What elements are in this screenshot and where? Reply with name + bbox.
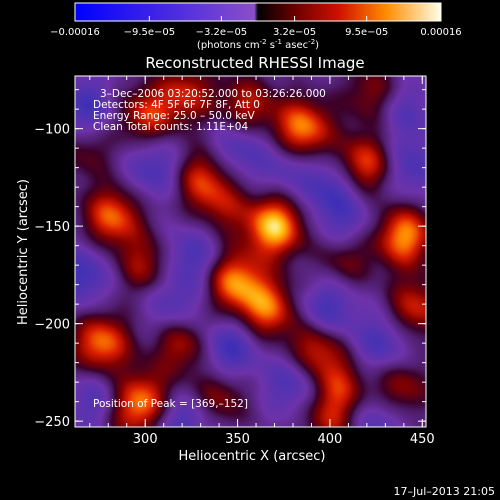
annotation-line: Clean Total counts: 1.11E+04 bbox=[93, 121, 248, 133]
colorbar-ticks bbox=[74, 16, 442, 21]
colorbar-tick-label: 3.2e−05 bbox=[273, 27, 316, 38]
y-tick-label: −200 bbox=[34, 318, 70, 333]
x-tick-label: 450 bbox=[410, 432, 435, 447]
x-axis-label: Heliocentric X (arcsec) bbox=[179, 449, 326, 464]
y-tick-label: −250 bbox=[34, 415, 70, 430]
colorbar-tick-label: −3.2e−05 bbox=[196, 27, 248, 38]
x-tick-label: 350 bbox=[225, 432, 250, 447]
annotation-block: 3–Dec–2006 03:20:52.000 to 03:26:26.000D… bbox=[93, 88, 326, 133]
annotation-line: Detectors: 4F 5F 6F 7F 8F, Att 0 bbox=[93, 99, 260, 111]
y-tick-label: −150 bbox=[34, 220, 70, 235]
x-tick-label: 300 bbox=[133, 432, 158, 447]
colorbar-tick-label: −0.00016 bbox=[50, 27, 100, 38]
colorbar-label: (photons cm-2 s-1 asec-2) bbox=[197, 38, 319, 51]
timestamp: 17–Jul–2013 21:05 bbox=[394, 485, 495, 498]
colorbar-tick-label: 9.5e−05 bbox=[345, 27, 388, 38]
y-axis-label: Heliocentric Y (arcsec) bbox=[16, 179, 31, 325]
y-axis-ticks: −100 −150 −200 −250 bbox=[34, 89, 426, 430]
heatmap-image bbox=[75, 76, 426, 427]
annotation-line: 3–Dec–2006 03:20:52.000 to 03:26:26.000 bbox=[100, 88, 326, 100]
x-tick-label: 400 bbox=[318, 432, 343, 447]
plot-frame bbox=[74, 75, 427, 428]
x-axis-ticks: 300 350 400 450 bbox=[89, 76, 435, 447]
colorbar-tick-label: −9.5e−05 bbox=[124, 27, 176, 38]
chart-title: Reconstructed RHESSI Image bbox=[145, 54, 364, 72]
y-tick-label: −100 bbox=[34, 123, 70, 138]
annotation-line: Energy Range: 25.0 – 50.0 keV bbox=[93, 110, 255, 122]
colorbar-tick-labels: −0.00016 −9.5e−05 −3.2e−05 3.2e−05 9.5e−05 0.… bbox=[50, 27, 462, 38]
colorbar-tick-label: 0.00016 bbox=[420, 27, 461, 38]
colorbar bbox=[74, 2, 442, 22]
peak-position-label: Position of Peak = [369,–152] bbox=[93, 398, 248, 410]
